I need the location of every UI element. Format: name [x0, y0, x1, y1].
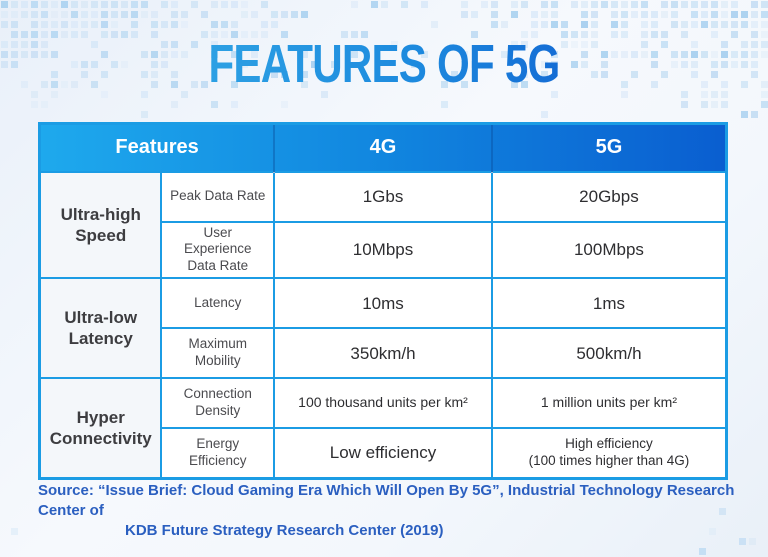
features-comparison-table: Features 4G 5G Ultra-high Speed Peak Dat…: [38, 122, 728, 480]
table-header-row: Features 4G 5G: [39, 123, 727, 172]
table-row: Hyper Connectivity Connection Density 10…: [38, 377, 728, 480]
value-5g-maximum-mobility: 500km/h: [490, 327, 728, 380]
value-4g-user-experience-data-rate: 10Mbps: [273, 220, 493, 280]
value-4g-maximum-mobility: 350km/h: [273, 327, 493, 380]
feature-label-energy-efficiency: Energy Efficiency: [160, 427, 276, 480]
column-header-4g: 4G: [273, 123, 492, 172]
column-header-5g: 5G: [490, 123, 727, 172]
value-5g-user-experience-data-rate: 100Mbps: [490, 220, 728, 280]
table-row: Maximum Mobility 350km/h 500km/h: [40, 327, 728, 380]
page-title: FEATURES OF 5G: [84, 36, 683, 93]
table-row: Energy Efficiency Low efficiency High ef…: [40, 427, 728, 480]
value-5g-energy-efficiency: High efficiency (100 times higher than 4…: [490, 427, 728, 480]
value-5g-connection-density: 1 million units per km²: [490, 377, 728, 430]
source-citation: Source: “Issue Brief: Cloud Gaming Era W…: [38, 481, 738, 541]
feature-label-maximum-mobility: Maximum Mobility: [160, 327, 276, 380]
source-citation-line1: Source: “Issue Brief: Cloud Gaming Era W…: [38, 482, 735, 519]
group-label-hyper-connectivity: Hyper Connectivity: [38, 377, 163, 480]
feature-label-user-experience-data-rate: User Experience Data Rate: [160, 220, 276, 280]
group-label-ultra-high-speed: Ultra-high Speed: [38, 170, 163, 280]
value-4g-connection-density: 100 thousand units per km²: [273, 377, 493, 430]
table-row: Ultra-high Speed Peak Data Rate 1Gbs 20G…: [38, 170, 728, 280]
feature-label-latency: Latency: [160, 277, 276, 330]
value-4g-energy-efficiency: Low efficiency: [273, 427, 493, 480]
feature-label-connection-density: Connection Density: [160, 377, 276, 430]
value-4g-latency: 10ms: [273, 277, 493, 330]
value-5g-latency: 1ms: [490, 277, 728, 330]
value-4g-peak-data-rate: 1Gbs: [273, 170, 493, 223]
feature-label-peak-data-rate: Peak Data Rate: [160, 170, 276, 223]
source-citation-line2: KDB Future Strategy Research Center (201…: [125, 522, 444, 539]
column-header-features: Features: [115, 136, 199, 159]
table-row: Ultra-low Latency Latency 10ms 1ms: [38, 277, 728, 380]
table-row: User Experience Data Rate 10Mbps 100Mbps: [40, 220, 728, 280]
value-5g-peak-data-rate: 20Gbps: [490, 170, 728, 223]
group-label-ultra-low-latency: Ultra-low Latency: [38, 277, 163, 380]
